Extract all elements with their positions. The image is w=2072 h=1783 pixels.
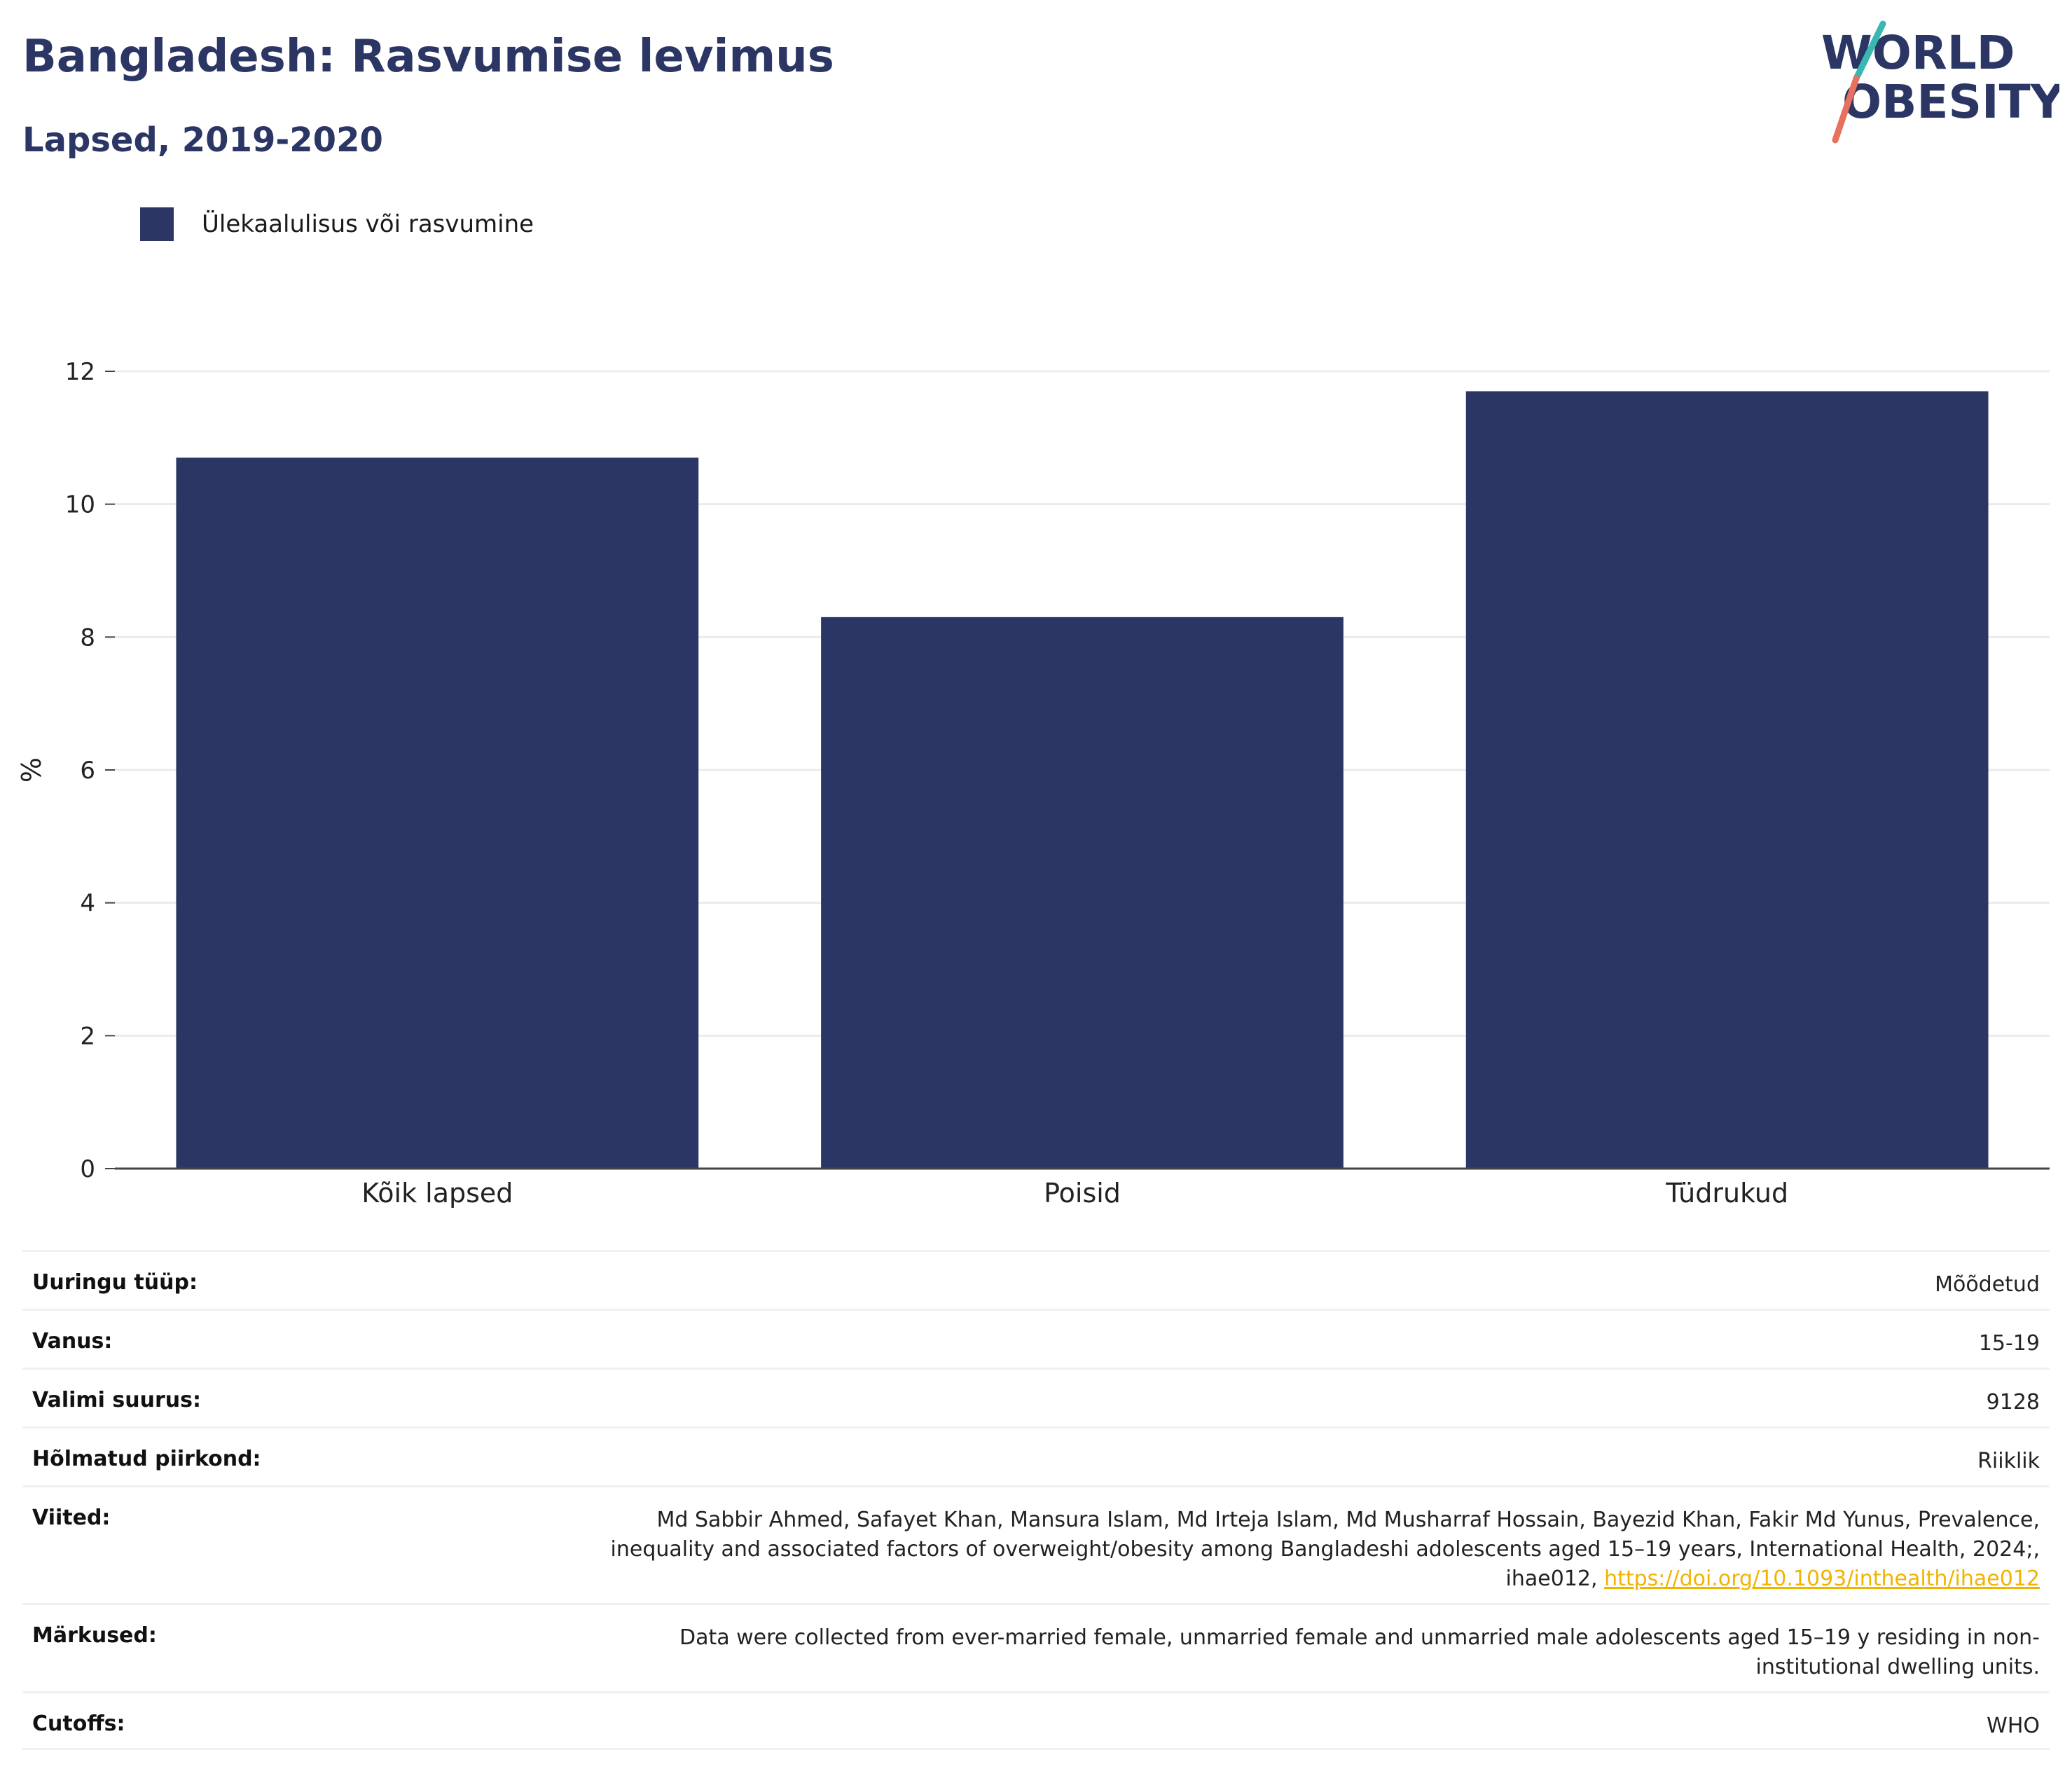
meta-row-coverage: Hõlmatud piirkond: Riiklik xyxy=(22,1426,2050,1485)
meta-key: Märkused: xyxy=(32,1623,157,1648)
meta-row-notes: Märkused: Data were collected from ever-… xyxy=(22,1603,2050,1691)
meta-key: Cutoffs: xyxy=(32,1712,125,1736)
notes-line: Data were collected from ever-married fe… xyxy=(679,1625,2040,1650)
x-category-label: Poisid xyxy=(1044,1178,1121,1209)
meta-value: WHO xyxy=(1987,1714,2040,1738)
meta-row-references: Viited: Md Sabbir Ahmed, Safayet Khan, M… xyxy=(22,1485,2050,1603)
x-category-label: Kõik lapsed xyxy=(361,1178,513,1209)
bar xyxy=(176,457,699,1169)
y-tick-label: 8 xyxy=(80,624,95,652)
y-tick-label: 0 xyxy=(80,1155,95,1183)
notes-line: institutional dwelling units. xyxy=(1755,1655,2040,1679)
reference-line: ihae012, xyxy=(1505,1567,1605,1591)
meta-row-survey-type: Uuringu tüüp: Mõõdetud xyxy=(22,1250,2050,1309)
meta-row-cutoffs: Cutoffs: WHO xyxy=(22,1691,2050,1750)
meta-value: Mõõdetud xyxy=(1935,1272,2040,1297)
bar-chart: 0 2 4 6 8 10 12 Kõik lapsed Poisid Tüdrukud% xyxy=(16,358,2050,1209)
reference-line: inequality and associated factors of ove… xyxy=(610,1537,2040,1562)
reference-doi-link[interactable]: https://doi.org/10.1093/inthealth/ihae01… xyxy=(1604,1567,2040,1591)
meta-key: Hõlmatud piirkond: xyxy=(32,1447,261,1471)
meta-key: Vanus: xyxy=(32,1329,113,1354)
meta-row-sample-size: Valimi suurus: 9128 xyxy=(22,1368,2050,1426)
y-tick-label: 6 xyxy=(80,757,95,785)
meta-row-age: Vanus: 15-19 xyxy=(22,1309,2050,1368)
reference-line: Md Sabbir Ahmed, Safayet Khan, Mansura I… xyxy=(656,1508,2040,1532)
y-axis-title: % xyxy=(16,757,47,783)
legend-label: Ülekaalulisus või rasvumine xyxy=(202,210,534,238)
logo-line2: OBESITY xyxy=(1842,75,2059,129)
meta-value: Data were collected from ever-married fe… xyxy=(679,1623,2040,1682)
x-category-label: Tüdrukud xyxy=(1665,1178,1788,1209)
y-tick-label: 4 xyxy=(80,890,95,918)
bar xyxy=(821,617,1344,1169)
y-tick-label: 2 xyxy=(80,1022,95,1050)
world-obesity-logo: WORLD OBESITY xyxy=(1821,20,2059,144)
meta-key: Viited: xyxy=(32,1506,111,1530)
bar xyxy=(1465,391,1989,1169)
chart-title: Bangladesh: Rasvumise levimus xyxy=(22,31,834,83)
y-tick-label: 10 xyxy=(65,491,95,519)
logo-slash-teal xyxy=(1853,20,1886,82)
chart-subtitle: Lapsed, 2019-2020 xyxy=(22,121,383,160)
meta-value: 15-19 xyxy=(1978,1331,2040,1356)
meta-value: Md Sabbir Ahmed, Safayet Khan, Mansura I… xyxy=(611,1506,2040,1594)
logo-line1: WORLD xyxy=(1821,26,2015,80)
y-tick-label: 12 xyxy=(65,358,95,386)
meta-key: Valimi suurus: xyxy=(32,1388,201,1412)
meta-value: 9128 xyxy=(1986,1390,2040,1414)
logo-slash-coral xyxy=(1832,75,1860,144)
meta-key: Uuringu tüüp: xyxy=(32,1270,198,1295)
meta-value: Riiklik xyxy=(1977,1449,2040,1473)
chart-legend: Ülekaalulisus või rasvumine xyxy=(140,207,534,241)
legend-swatch xyxy=(140,207,174,241)
metadata-table: Uuringu tüüp: Mõõdetud Vanus: 15-19 Vali… xyxy=(22,1250,2050,1750)
